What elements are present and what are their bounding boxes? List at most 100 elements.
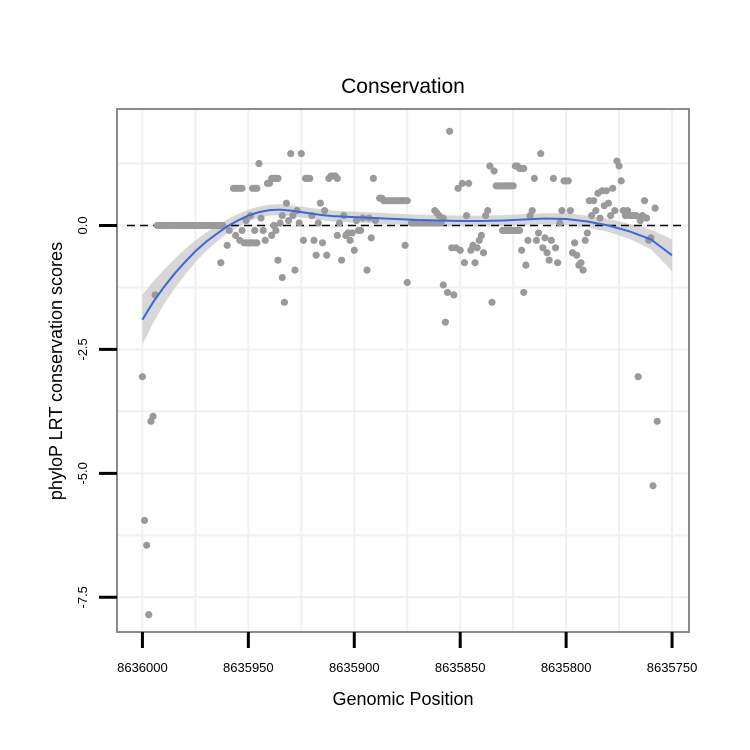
data-point [369, 174, 377, 183]
data-point [592, 207, 600, 215]
x-tick-label: 8635850 [435, 660, 486, 675]
data-point [261, 236, 269, 244]
y-axis: 0.0 -2.5 -5.0 -7.5 [75, 216, 117, 609]
y-tick-label: -5.0 [75, 462, 90, 484]
data-point [259, 226, 267, 235]
data-point [291, 266, 299, 274]
x-axis-label: Genomic Position [332, 689, 473, 709]
data-point [539, 244, 547, 252]
data-point [225, 226, 233, 235]
data-point [577, 259, 585, 267]
data-point [333, 174, 341, 183]
data-point [573, 251, 581, 259]
data-point [587, 211, 596, 220]
x-tick-label: 8635950 [223, 660, 274, 675]
data-point [488, 298, 496, 306]
data-point [285, 216, 293, 225]
data-point [314, 219, 322, 227]
data-point [543, 249, 551, 257]
data-point [238, 184, 246, 192]
data-point [441, 318, 449, 326]
data-point [149, 412, 157, 420]
data-point [335, 219, 344, 227]
data-point [217, 259, 225, 267]
data-point [223, 241, 231, 249]
y-tick-label: 0.0 [75, 216, 90, 234]
data-point [632, 211, 640, 220]
data-point [564, 177, 572, 185]
data-point [473, 244, 481, 252]
data-point [615, 162, 623, 170]
data-point [255, 159, 263, 168]
data-point [276, 219, 284, 227]
data-point [321, 207, 329, 215]
data-point [596, 214, 604, 222]
data-point [323, 251, 331, 259]
data-point [477, 231, 485, 240]
grid-lines [117, 109, 689, 632]
y-tick-label: -7.5 [75, 586, 90, 608]
data-point [316, 199, 324, 207]
data-point [446, 127, 454, 135]
data-point [274, 256, 282, 264]
data-point [456, 246, 464, 254]
data-point [337, 256, 346, 264]
data-point [649, 482, 657, 490]
data-point [352, 216, 360, 225]
data-point [484, 207, 492, 215]
data-point [617, 177, 625, 185]
data-point [590, 197, 598, 205]
y-tick-label: -2.5 [75, 338, 90, 360]
data-point [251, 226, 259, 235]
data-point [545, 256, 553, 264]
data-point [643, 214, 651, 222]
data-point [287, 150, 295, 158]
data-point [232, 231, 240, 240]
x-tick-label: 8635800 [541, 660, 592, 675]
data-point [295, 219, 303, 227]
data-point [454, 184, 462, 192]
data-point [609, 184, 617, 192]
data-point [253, 184, 261, 192]
data-point [278, 273, 286, 282]
data-point [534, 229, 543, 237]
data-point [439, 281, 447, 289]
data-point [520, 288, 528, 297]
data-point [583, 229, 591, 237]
data-point [522, 261, 530, 269]
data-point [306, 174, 314, 183]
data-point [282, 199, 291, 207]
data-point [357, 226, 365, 235]
data-point [278, 211, 286, 220]
data-point [363, 266, 371, 274]
data-point [257, 214, 265, 222]
data-point [549, 174, 558, 183]
data-point [367, 234, 375, 242]
data-point [462, 211, 471, 220]
chart-title: Conservation [341, 75, 465, 98]
data-point [524, 236, 532, 244]
data-point [554, 259, 562, 267]
x-tick-label: 8635900 [329, 660, 380, 675]
data-point [530, 174, 538, 183]
data-point [350, 246, 358, 254]
data-point [651, 204, 659, 212]
data-point [403, 197, 411, 205]
data-point [653, 417, 661, 425]
data-point [581, 236, 589, 244]
data-point [318, 239, 327, 247]
x-axis: 8636000 8635950 8635900 8635850 8635800 86357… [117, 632, 697, 675]
data-point [520, 164, 528, 173]
data-point [532, 236, 541, 244]
y-axis-label: phyloP LRT conservation scores [46, 242, 66, 500]
data-point [333, 231, 341, 240]
data-point [274, 174, 282, 183]
data-point [403, 278, 411, 287]
data-point [640, 197, 649, 205]
data-point [346, 236, 354, 244]
data-point [310, 236, 318, 244]
data-point [579, 266, 587, 274]
data-point [537, 150, 545, 158]
panel-border [116, 108, 690, 633]
